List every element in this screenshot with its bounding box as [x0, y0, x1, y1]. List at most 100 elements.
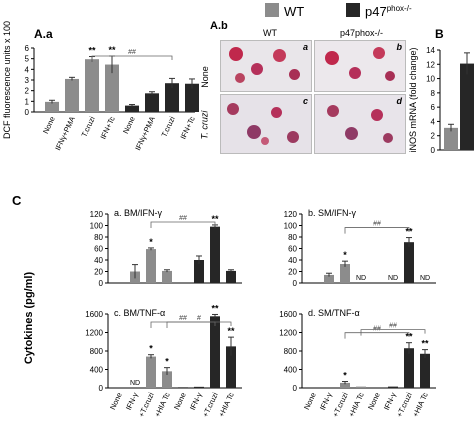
y-tick-label: 0 — [99, 384, 104, 393]
micro-sub-label-b: b — [396, 42, 403, 52]
category-label: IFN-γ — [188, 391, 204, 412]
y-tick-label: 60 — [288, 245, 297, 254]
y-tick-label: 60 — [94, 245, 103, 254]
y-tick-label: 14 — [426, 46, 435, 55]
bar — [404, 242, 414, 283]
y-tick-label: 2 — [25, 87, 30, 96]
significance-bracket-label: ## — [128, 49, 136, 56]
category-label: IFNγ+PMA — [133, 115, 157, 152]
significance-bracket — [344, 227, 410, 234]
category-label: IFNγ+PMA — [53, 115, 77, 152]
bar — [65, 78, 79, 112]
significance-bracket-label: ## — [179, 315, 187, 322]
y-tick-label: 10 — [426, 75, 435, 84]
y-tick-label: 4 — [431, 117, 436, 126]
y-tick-label: 800 — [90, 347, 104, 356]
significance-star: ** — [108, 45, 116, 55]
bar — [194, 260, 204, 283]
category-label: None — [172, 391, 188, 411]
y-tick-label: 4 — [25, 65, 30, 74]
significance-bracket — [91, 55, 173, 62]
y-tick-label: 0 — [293, 384, 298, 393]
bar — [444, 127, 458, 150]
significance-star: ** — [227, 326, 235, 336]
y-tick-label: 6 — [25, 44, 30, 53]
significance-bracket-label: # — [197, 315, 201, 322]
legend-swatch-ko — [346, 3, 360, 17]
category-label: None — [41, 115, 57, 135]
category-label: IFN+Tc — [179, 115, 197, 141]
bar — [388, 386, 398, 388]
y-tick-label: 40 — [94, 256, 103, 265]
y-tick-label: 0 — [25, 108, 30, 117]
bar — [324, 274, 334, 283]
bar — [210, 226, 220, 283]
category-label: IFN+Tc — [99, 115, 117, 141]
y-tick-label: 20 — [94, 268, 103, 277]
significance-star: * — [149, 237, 153, 247]
significance-bracket — [360, 329, 426, 336]
panel-label-ab: A.b — [210, 20, 228, 32]
y-tick-label: 400 — [284, 366, 298, 375]
y-tick-label: 1600 — [85, 310, 103, 319]
bar — [340, 382, 350, 388]
y-tick-label: 5 — [25, 55, 30, 64]
y-tick-label: 3 — [25, 76, 30, 85]
bar — [105, 64, 119, 112]
nd-label: ND — [130, 380, 140, 387]
micro-sub-label-c: c — [302, 96, 308, 106]
bar — [162, 371, 172, 388]
bar — [210, 316, 220, 388]
nd-label: ND — [420, 275, 430, 282]
bar — [226, 270, 236, 283]
y-tick-label: 2 — [431, 132, 436, 141]
y-tick-label: 120 — [90, 210, 104, 219]
y-tick-label: 100 — [284, 222, 298, 231]
significance-star: ** — [88, 46, 96, 56]
significance-bracket — [344, 332, 410, 339]
nd-label: ND — [356, 275, 366, 282]
panel-label-c: C — [12, 193, 22, 208]
micro-col-label-wt: WT — [263, 28, 277, 38]
legend-label-wt: WT — [284, 4, 304, 19]
chart-title: c. BM/TNF-α — [114, 308, 165, 318]
bar — [185, 83, 199, 112]
y-tick-label: 800 — [284, 347, 298, 356]
category-label: None — [121, 115, 137, 135]
category-label: IFN-γ — [382, 391, 398, 412]
bar — [226, 346, 236, 388]
y-tick-label: 8 — [431, 89, 436, 98]
significance-star: * — [343, 250, 347, 260]
bar — [85, 59, 99, 112]
micrograph-d: d — [314, 94, 406, 154]
bar — [356, 386, 366, 388]
y-tick-label: 0 — [99, 279, 104, 288]
significance-bracket-label: ## — [373, 326, 381, 333]
bar — [194, 386, 204, 388]
micrograph-c: c — [220, 94, 312, 154]
significance-bracket — [150, 321, 216, 328]
y-tick-label: 0 — [431, 146, 436, 155]
significance-star: ** — [211, 303, 219, 313]
category-label: IFN-γ — [124, 391, 140, 412]
chart-title: b. SM/IFN-γ — [308, 208, 357, 218]
bar — [146, 356, 156, 388]
y-tick-label: 100 — [90, 222, 104, 231]
y-tick-label: 1600 — [279, 310, 297, 319]
micro-sub-label-d: d — [396, 96, 403, 106]
bar — [460, 63, 474, 151]
significance-bracket — [166, 321, 232, 328]
significance-star: ** — [421, 339, 429, 349]
bar — [146, 249, 156, 283]
micro-col-label-ko: p47phox-/- — [340, 28, 384, 38]
category-label: None — [302, 391, 318, 411]
legend-label-ko: p47phox-/- — [365, 4, 412, 19]
y-axis-label: iNOS mRNA (fold change) — [408, 47, 418, 152]
micrograph-b: b — [314, 40, 406, 92]
bar — [178, 387, 188, 388]
legend: WT p47phox-/- — [265, 3, 412, 19]
